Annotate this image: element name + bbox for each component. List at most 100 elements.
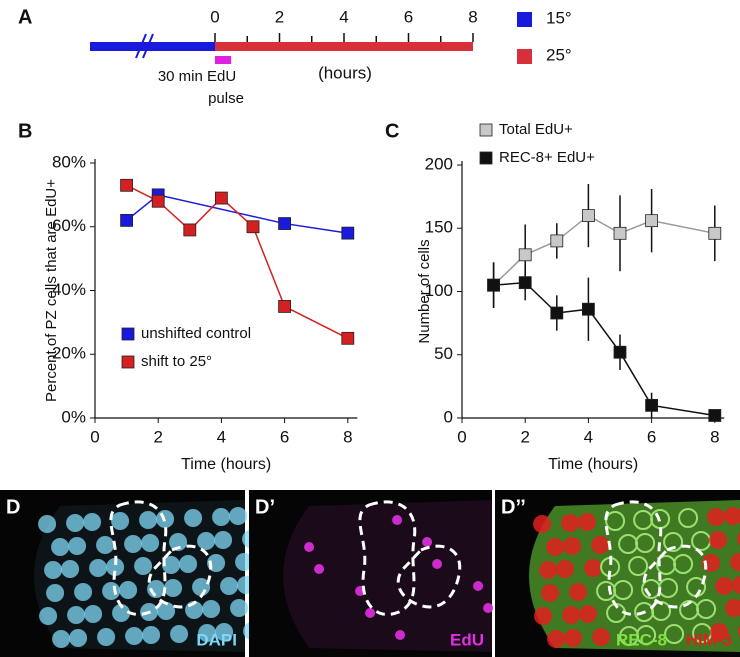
tick-label: 8 — [468, 7, 477, 26]
y-tick-label: 0 — [444, 407, 453, 426]
nucleus — [732, 576, 740, 594]
nucleus — [198, 624, 217, 642]
nucleus — [96, 536, 115, 554]
nucleus — [710, 623, 729, 641]
nucleus — [564, 629, 583, 647]
nucleus — [38, 515, 57, 533]
edu-spot — [365, 608, 376, 618]
pulse-label: 30 min EdU — [158, 68, 236, 85]
edu-spot — [395, 630, 406, 640]
nucleus — [202, 600, 221, 618]
nucleus-ring — [673, 554, 694, 574]
nucleus-ring — [605, 511, 626, 531]
nucleus — [61, 560, 80, 578]
nucleus — [592, 628, 611, 646]
nucleus — [125, 627, 144, 645]
nucleus — [534, 607, 553, 625]
nucleus — [215, 623, 234, 641]
legend-swatch — [517, 49, 532, 64]
nucleus-ring — [664, 624, 685, 644]
nucleus-ring — [696, 599, 717, 619]
x-tick-label: 4 — [217, 427, 226, 446]
nucleus — [212, 508, 231, 526]
nucleus — [52, 630, 71, 648]
data-point — [151, 194, 165, 208]
x-tick-label: 4 — [584, 427, 593, 446]
nucleus — [97, 628, 116, 646]
tick-label: 0 — [210, 7, 219, 26]
data-point — [214, 191, 228, 205]
nucleus — [539, 561, 558, 579]
nucleus — [51, 538, 70, 556]
data-point — [613, 226, 627, 240]
panel-label: C — [385, 120, 399, 142]
nucleus — [89, 559, 108, 577]
series-line — [126, 184, 349, 339]
nucleus — [578, 513, 597, 531]
nucleus — [725, 599, 740, 617]
data-point — [120, 178, 133, 192]
region-outline — [604, 500, 663, 616]
nucleus — [235, 553, 254, 571]
micrograph — [495, 490, 740, 657]
legend-marker — [121, 355, 135, 369]
tick-label: 2 — [275, 7, 284, 26]
region-outline — [147, 544, 213, 609]
nucleus — [563, 537, 582, 555]
legend-marker — [121, 327, 135, 341]
nucleus — [67, 606, 86, 624]
nucleus — [562, 606, 581, 624]
nucleus — [111, 512, 130, 530]
y-axis-label: Number of cells — [416, 239, 433, 343]
nucleus — [112, 604, 131, 622]
data-point — [582, 209, 595, 223]
y-tick-label: 50 — [434, 344, 453, 363]
data-point — [183, 223, 197, 237]
nucleus — [68, 537, 87, 555]
data-point — [645, 398, 658, 412]
nucleus — [141, 534, 160, 552]
legend-label: unshifted control — [141, 325, 251, 342]
nucleus-ring — [613, 580, 634, 600]
nucleus-ring — [636, 625, 657, 645]
data-point — [550, 234, 564, 248]
channel-label: EdU — [450, 630, 484, 649]
nucleus — [579, 605, 598, 623]
y-tick-label: 60% — [52, 216, 86, 235]
x-tick-label: 0 — [90, 427, 99, 446]
x-tick-label: 8 — [343, 427, 352, 446]
pulse-label: pulse — [208, 90, 244, 107]
data-point — [518, 248, 532, 262]
nucleus — [184, 509, 203, 527]
legend-label: 25° — [546, 45, 572, 64]
nucleus — [707, 508, 726, 526]
channel-label: DAPI — [196, 630, 237, 649]
nucleus — [533, 515, 552, 533]
micrograph — [0, 490, 262, 657]
panel-label: D’ — [255, 496, 275, 518]
nucleus-ring — [635, 533, 656, 553]
nucleus — [124, 535, 143, 553]
nucleus — [164, 579, 183, 597]
nucleus-ring — [663, 532, 684, 552]
tick-label: 4 — [339, 7, 348, 26]
axis-break — [135, 33, 147, 59]
data-point — [550, 306, 564, 320]
nucleus — [119, 581, 138, 599]
x-tick-label: 0 — [457, 427, 466, 446]
x-axis-label: Time (hours) — [181, 456, 271, 473]
nucleus — [737, 532, 740, 546]
edu-spot — [432, 559, 443, 569]
data-point — [613, 345, 627, 359]
legend-label: REC-8+ EdU+ — [499, 149, 595, 166]
x-tick-label: 6 — [647, 427, 656, 446]
nucleus — [39, 607, 58, 625]
nucleus — [74, 583, 93, 601]
nucleus — [66, 514, 85, 532]
x-tick-label: 2 — [153, 427, 162, 446]
x-tick-label: 8 — [710, 427, 719, 446]
y-tick-label: 20% — [52, 344, 86, 363]
nucleus — [139, 511, 158, 529]
nucleus — [142, 626, 161, 644]
